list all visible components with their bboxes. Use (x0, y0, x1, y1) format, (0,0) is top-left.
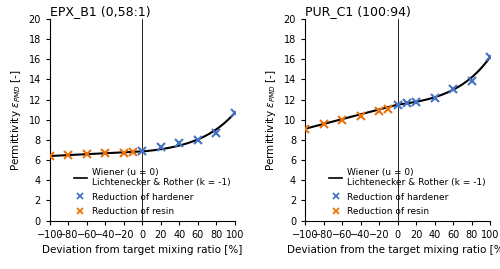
Reduction of resin (386, 107, 392, 110)
Reduction of hardener (176, 142, 182, 145)
Text: PUR_C1 (100:94): PUR_C1 (100:94) (305, 5, 411, 18)
Reduction of hardener (232, 111, 238, 114)
Y-axis label: Permittivity $\varepsilon_{PMD}$ [-]: Permittivity $\varepsilon_{PMD}$ [-] (9, 69, 23, 171)
Reduction of hardener (404, 101, 410, 105)
Legend: Wiener (u = 0)
Lichtenecker & Rother (k = -1), Reduction of hardener, Reduction : Wiener (u = 0) Lichtenecker & Rother (k … (74, 168, 231, 216)
Reduction of hardener (158, 145, 164, 148)
Reduction of hardener (195, 138, 201, 141)
Reduction of hardener (432, 96, 438, 99)
X-axis label: Deviation from the target mixing ratio [%]: Deviation from the target mixing ratio [… (287, 245, 500, 255)
Reduction of resin (66, 153, 71, 157)
Reduction of hardener (468, 79, 474, 83)
Reduction of hardener (487, 56, 493, 59)
Reduction of resin (339, 118, 345, 121)
Reduction of resin (358, 114, 364, 117)
Line: Reduction of resin: Reduction of resin (302, 105, 392, 133)
Reduction of hardener (394, 103, 400, 106)
Reduction of hardener (413, 100, 419, 103)
Line: Reduction of resin: Reduction of resin (46, 148, 137, 160)
Legend: Wiener (u = 0)
Lichtenecker & Rother (k = -1), Reduction of hardener, Reduction : Wiener (u = 0) Lichtenecker & Rother (k … (329, 168, 486, 216)
X-axis label: Deviation from target mixing ratio [%]: Deviation from target mixing ratio [%] (42, 245, 242, 255)
Reduction of resin (302, 127, 308, 130)
Reduction of resin (121, 151, 127, 154)
Reduction of resin (47, 154, 53, 158)
Reduction of resin (130, 150, 136, 154)
Reduction of resin (84, 153, 90, 156)
Reduction of hardener (214, 132, 220, 135)
Reduction of resin (320, 122, 326, 125)
Reduction of hardener (140, 150, 145, 153)
Line: Reduction of hardener: Reduction of hardener (394, 53, 494, 108)
Reduction of resin (376, 109, 382, 113)
Reduction of resin (102, 152, 108, 155)
Y-axis label: Permittivity $\varepsilon_{PMD}$ [-]: Permittivity $\varepsilon_{PMD}$ [-] (264, 69, 278, 171)
Line: Reduction of hardener: Reduction of hardener (138, 109, 238, 155)
Reduction of hardener (450, 88, 456, 91)
Text: EPX_B1 (0,58:1): EPX_B1 (0,58:1) (50, 5, 150, 18)
